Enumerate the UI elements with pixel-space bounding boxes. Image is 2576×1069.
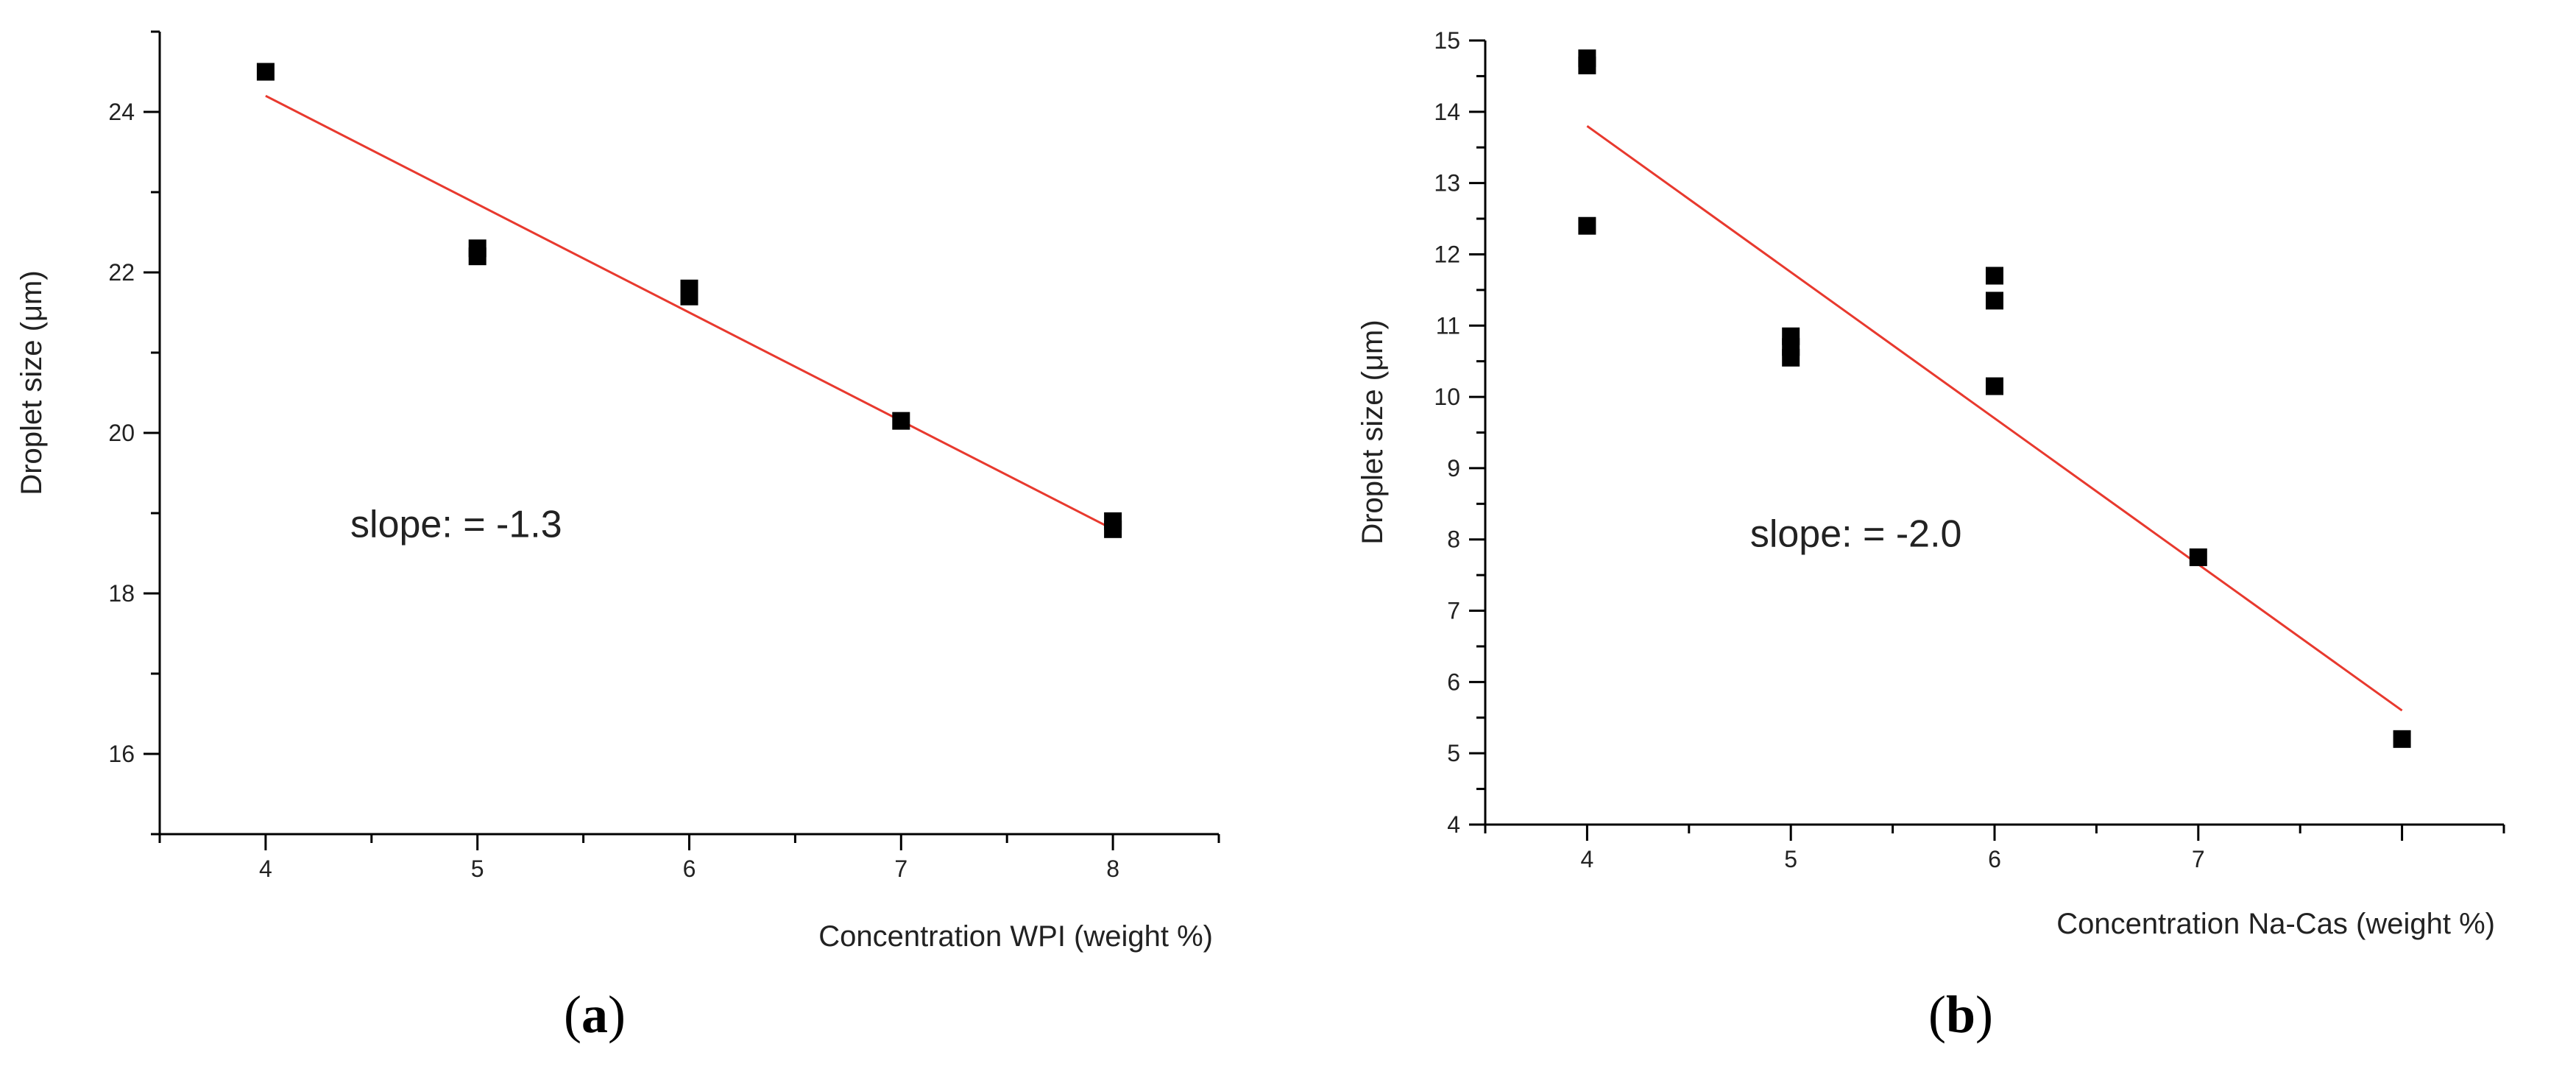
panel-b-y-tick-label: 7 xyxy=(1447,598,1460,624)
panel-b-caption-letter: b xyxy=(1946,985,1975,1044)
panel-b-y-tick-label: 12 xyxy=(1434,241,1460,267)
panel-b-data-point xyxy=(2189,548,2207,566)
panel-a-y-tick-label: 16 xyxy=(108,741,135,767)
panel-b-y-tick-label: 5 xyxy=(1447,740,1460,766)
panel-a-data-point xyxy=(892,412,910,430)
panel-a-data-point xyxy=(468,247,486,266)
panel-a-x-tick-label: 7 xyxy=(894,855,907,882)
panel-a-x-tick-label: 6 xyxy=(683,855,696,882)
panel-b-data-point xyxy=(1986,377,2003,395)
panel-a-y-tick-label: 24 xyxy=(108,99,135,125)
panel-b-y-tick-label: 11 xyxy=(1436,312,1460,339)
panel-a-x-tick-label: 4 xyxy=(259,855,272,882)
panel-a-chart: 4 5 6 7 8 16 18 20 22 24 slope: = -1.3 Concentra… xyxy=(15,30,1220,1044)
panel-b-y-tick-label: 9 xyxy=(1447,455,1460,481)
panel-a-x-ticks: 4 5 6 7 8 xyxy=(158,834,1220,882)
panel-a-data-points xyxy=(256,63,1122,538)
panel-a-y-axis-title: Droplet size (μm) xyxy=(15,270,48,495)
panel-b-data-point xyxy=(1578,216,1596,235)
panel-b-x-tick-label: 4 xyxy=(1581,846,1594,872)
panel-b-y-tick-label: 15 xyxy=(1434,27,1460,54)
panel-b-y-tick-label: 4 xyxy=(1447,811,1460,838)
panel-a-y-tick-label: 18 xyxy=(108,580,135,607)
panel-b-x-axis-title: Concentration Na-Cas (weight %) xyxy=(2056,908,2495,940)
panel-b-data-point xyxy=(2393,730,2411,748)
panel-b-x-ticks: 4 5 6 7 xyxy=(1484,825,2505,872)
panel-b-x-tick-label: 6 xyxy=(1988,846,2001,872)
panel-b-caption: (b) xyxy=(1928,985,1993,1044)
panel-b-y-tick-label: 6 xyxy=(1447,668,1460,695)
panel-a-data-point xyxy=(680,287,698,306)
panel-b-y-tick-label: 8 xyxy=(1447,526,1460,553)
panel-b-data-point xyxy=(1986,292,2003,310)
panel-b-y-tick-label: 14 xyxy=(1434,99,1460,125)
panel-b-y-ticks: 4 5 6 7 8 9 10 11 12 13 14 15 xyxy=(1434,27,1485,838)
panel-b-data-points xyxy=(1578,49,2411,748)
panel-b-chart: 4 5 6 7 4 5 6 7 8 9 10 11 12 13 14 15 slope: = -2.0 Co… xyxy=(1356,27,2505,1044)
panel-a-caption: (a) xyxy=(564,985,626,1044)
panel-a-caption-letter: a xyxy=(581,985,608,1044)
panel-a-y-tick-label: 22 xyxy=(108,259,135,286)
panel-b-y-axis-title: Droplet size (μm) xyxy=(1356,320,1389,544)
panel-b-fit-line xyxy=(1586,124,2403,712)
panel-b-slope-annotation: slope: = -2.0 xyxy=(1750,512,1962,555)
panel-b-y-tick-label: 13 xyxy=(1434,170,1460,197)
panel-a-x-tick-label: 5 xyxy=(471,855,484,882)
panel-a-x-axis-title: Concentration WPI (weight %) xyxy=(818,920,1213,953)
panel-b-data-point xyxy=(1782,348,1800,367)
panel-a-y-tick-label: 20 xyxy=(108,420,135,446)
panel-a-data-point xyxy=(256,63,275,81)
panel-a-data-point xyxy=(1104,520,1122,538)
panel-b-x-tick-label: 5 xyxy=(1784,846,1797,872)
panel-b-y-tick-label: 10 xyxy=(1434,384,1460,410)
panel-a-y-ticks: 16 18 20 22 24 xyxy=(108,30,160,836)
panel-a-fit-line xyxy=(265,94,1114,531)
panel-b-x-tick-label: 7 xyxy=(2192,846,2205,872)
panel-b-data-point xyxy=(1578,56,1596,74)
panel-a-slope-annotation: slope: = -1.3 xyxy=(350,504,562,546)
panel-a-x-tick-label: 8 xyxy=(1106,855,1119,882)
panel-b-data-point xyxy=(1986,267,2003,285)
